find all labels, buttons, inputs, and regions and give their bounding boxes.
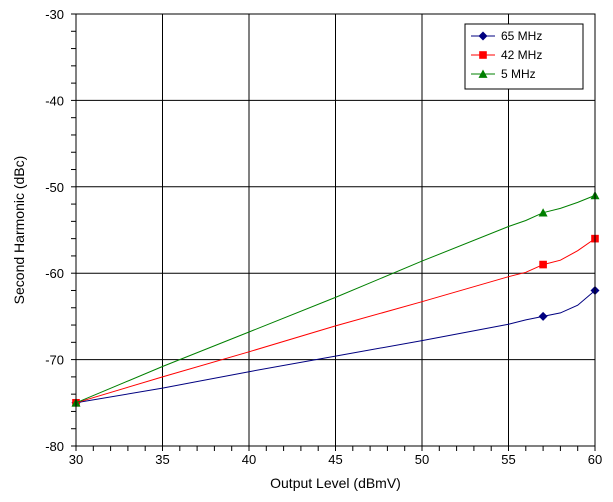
x-tick-label: 55 [501,452,515,467]
series-line-65-mhz [75,290,596,404]
y-axis-label: Second Harmonic (dBc) [11,156,27,305]
y-tick-label: -70 [45,353,64,368]
data-point-65-mhz [538,311,548,321]
y-tick-label: -30 [45,7,64,22]
x-tick-label: 50 [415,452,429,467]
legend-label-42-mhz: 42 MHz [501,48,542,62]
y-tick-label: -40 [45,93,64,108]
legend-marker-65-mhz [478,31,488,41]
grid-layer [76,14,595,446]
series-line-5-mhz [75,194,596,404]
x-axis-label: Output Level (dBmV) [270,475,401,491]
data-point-5-mhz [538,208,548,217]
y-tick-label: -80 [45,439,64,454]
legend: 65 MHz 42 MHz 5 MHz [464,23,584,90]
legend-label-65-mhz: 65 MHz [501,29,542,43]
legend-marker-42-mhz [479,51,487,59]
x-tick-label: 60 [588,452,602,467]
legend-marker-5-mhz [478,69,488,78]
x-tick-label: 35 [155,452,169,467]
y-tick-label: -60 [45,266,64,281]
series-line-42-mhz [75,238,596,404]
y-tick-label: -50 [45,180,64,195]
x-tick-label: 30 [69,452,83,467]
x-tick-label: 45 [328,452,342,467]
tick-layer: 30 35 40 45 50 55 60 -30 -40 -50 -60 -70 -80 [45,7,602,467]
legend-label-5-mhz: 5 MHz [501,67,536,81]
data-point-42-mhz [539,260,547,269]
x-tick-label: 40 [242,452,256,467]
